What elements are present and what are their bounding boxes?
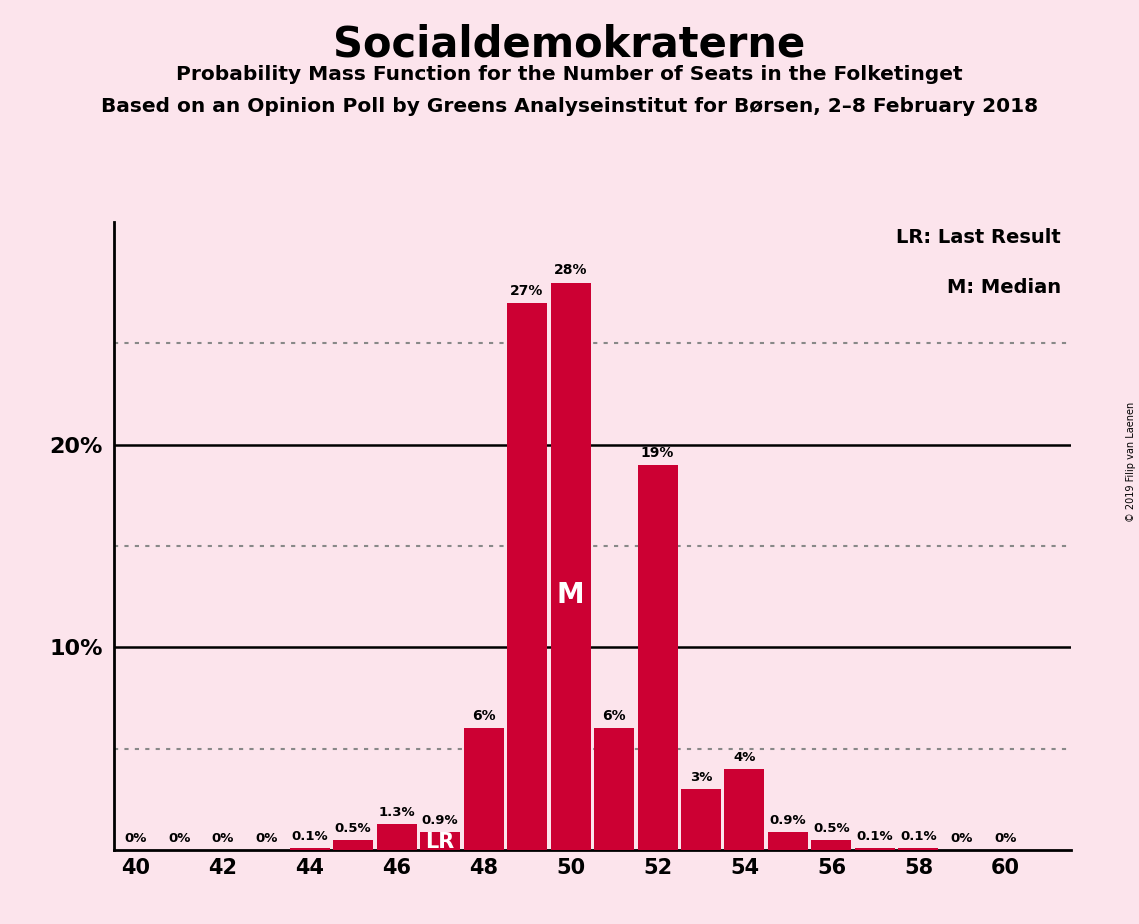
Bar	[724, 769, 764, 850]
Text: 0.1%: 0.1%	[292, 830, 328, 843]
Text: 0.1%: 0.1%	[857, 830, 893, 843]
Bar	[638, 465, 678, 850]
Bar	[768, 832, 808, 850]
Bar	[464, 728, 503, 850]
Bar	[681, 789, 721, 850]
Bar	[507, 303, 547, 850]
Text: 6%: 6%	[603, 710, 625, 723]
Bar	[855, 848, 895, 850]
Text: LR: Last Result: LR: Last Result	[896, 228, 1062, 247]
Text: 27%: 27%	[510, 284, 543, 298]
Text: 0.5%: 0.5%	[335, 821, 371, 835]
Bar	[289, 848, 329, 850]
Text: LR: LR	[426, 832, 454, 852]
Text: 0.9%: 0.9%	[421, 814, 458, 827]
Text: 0%: 0%	[951, 832, 973, 845]
Bar	[420, 832, 460, 850]
Text: 0%: 0%	[994, 832, 1017, 845]
Bar	[550, 283, 590, 850]
Text: 4%: 4%	[734, 751, 755, 764]
Text: 0.1%: 0.1%	[900, 830, 936, 843]
Bar	[899, 848, 939, 850]
Bar	[595, 728, 634, 850]
Text: 0.5%: 0.5%	[813, 821, 850, 835]
Text: 1.3%: 1.3%	[378, 806, 415, 819]
Text: Socialdemokraterne: Socialdemokraterne	[334, 23, 805, 65]
Text: 19%: 19%	[641, 446, 674, 460]
Text: Based on an Opinion Poll by Greens Analyseinstitut for Børsen, 2–8 February 2018: Based on an Opinion Poll by Greens Analy…	[101, 97, 1038, 116]
Text: 0.9%: 0.9%	[770, 814, 806, 827]
Bar	[333, 840, 374, 850]
Text: 0%: 0%	[212, 832, 233, 845]
Text: Probability Mass Function for the Number of Seats in the Folketinget: Probability Mass Function for the Number…	[177, 65, 962, 84]
Text: 0%: 0%	[167, 832, 190, 845]
Text: M: Median: M: Median	[947, 278, 1062, 298]
Text: 3%: 3%	[690, 772, 712, 784]
Text: © 2019 Filip van Laenen: © 2019 Filip van Laenen	[1126, 402, 1136, 522]
Text: 28%: 28%	[554, 263, 588, 277]
Text: 0%: 0%	[124, 832, 147, 845]
Text: 0%: 0%	[255, 832, 277, 845]
Text: M: M	[557, 580, 584, 609]
Bar	[377, 823, 417, 850]
Bar	[811, 840, 852, 850]
Text: 6%: 6%	[472, 710, 495, 723]
